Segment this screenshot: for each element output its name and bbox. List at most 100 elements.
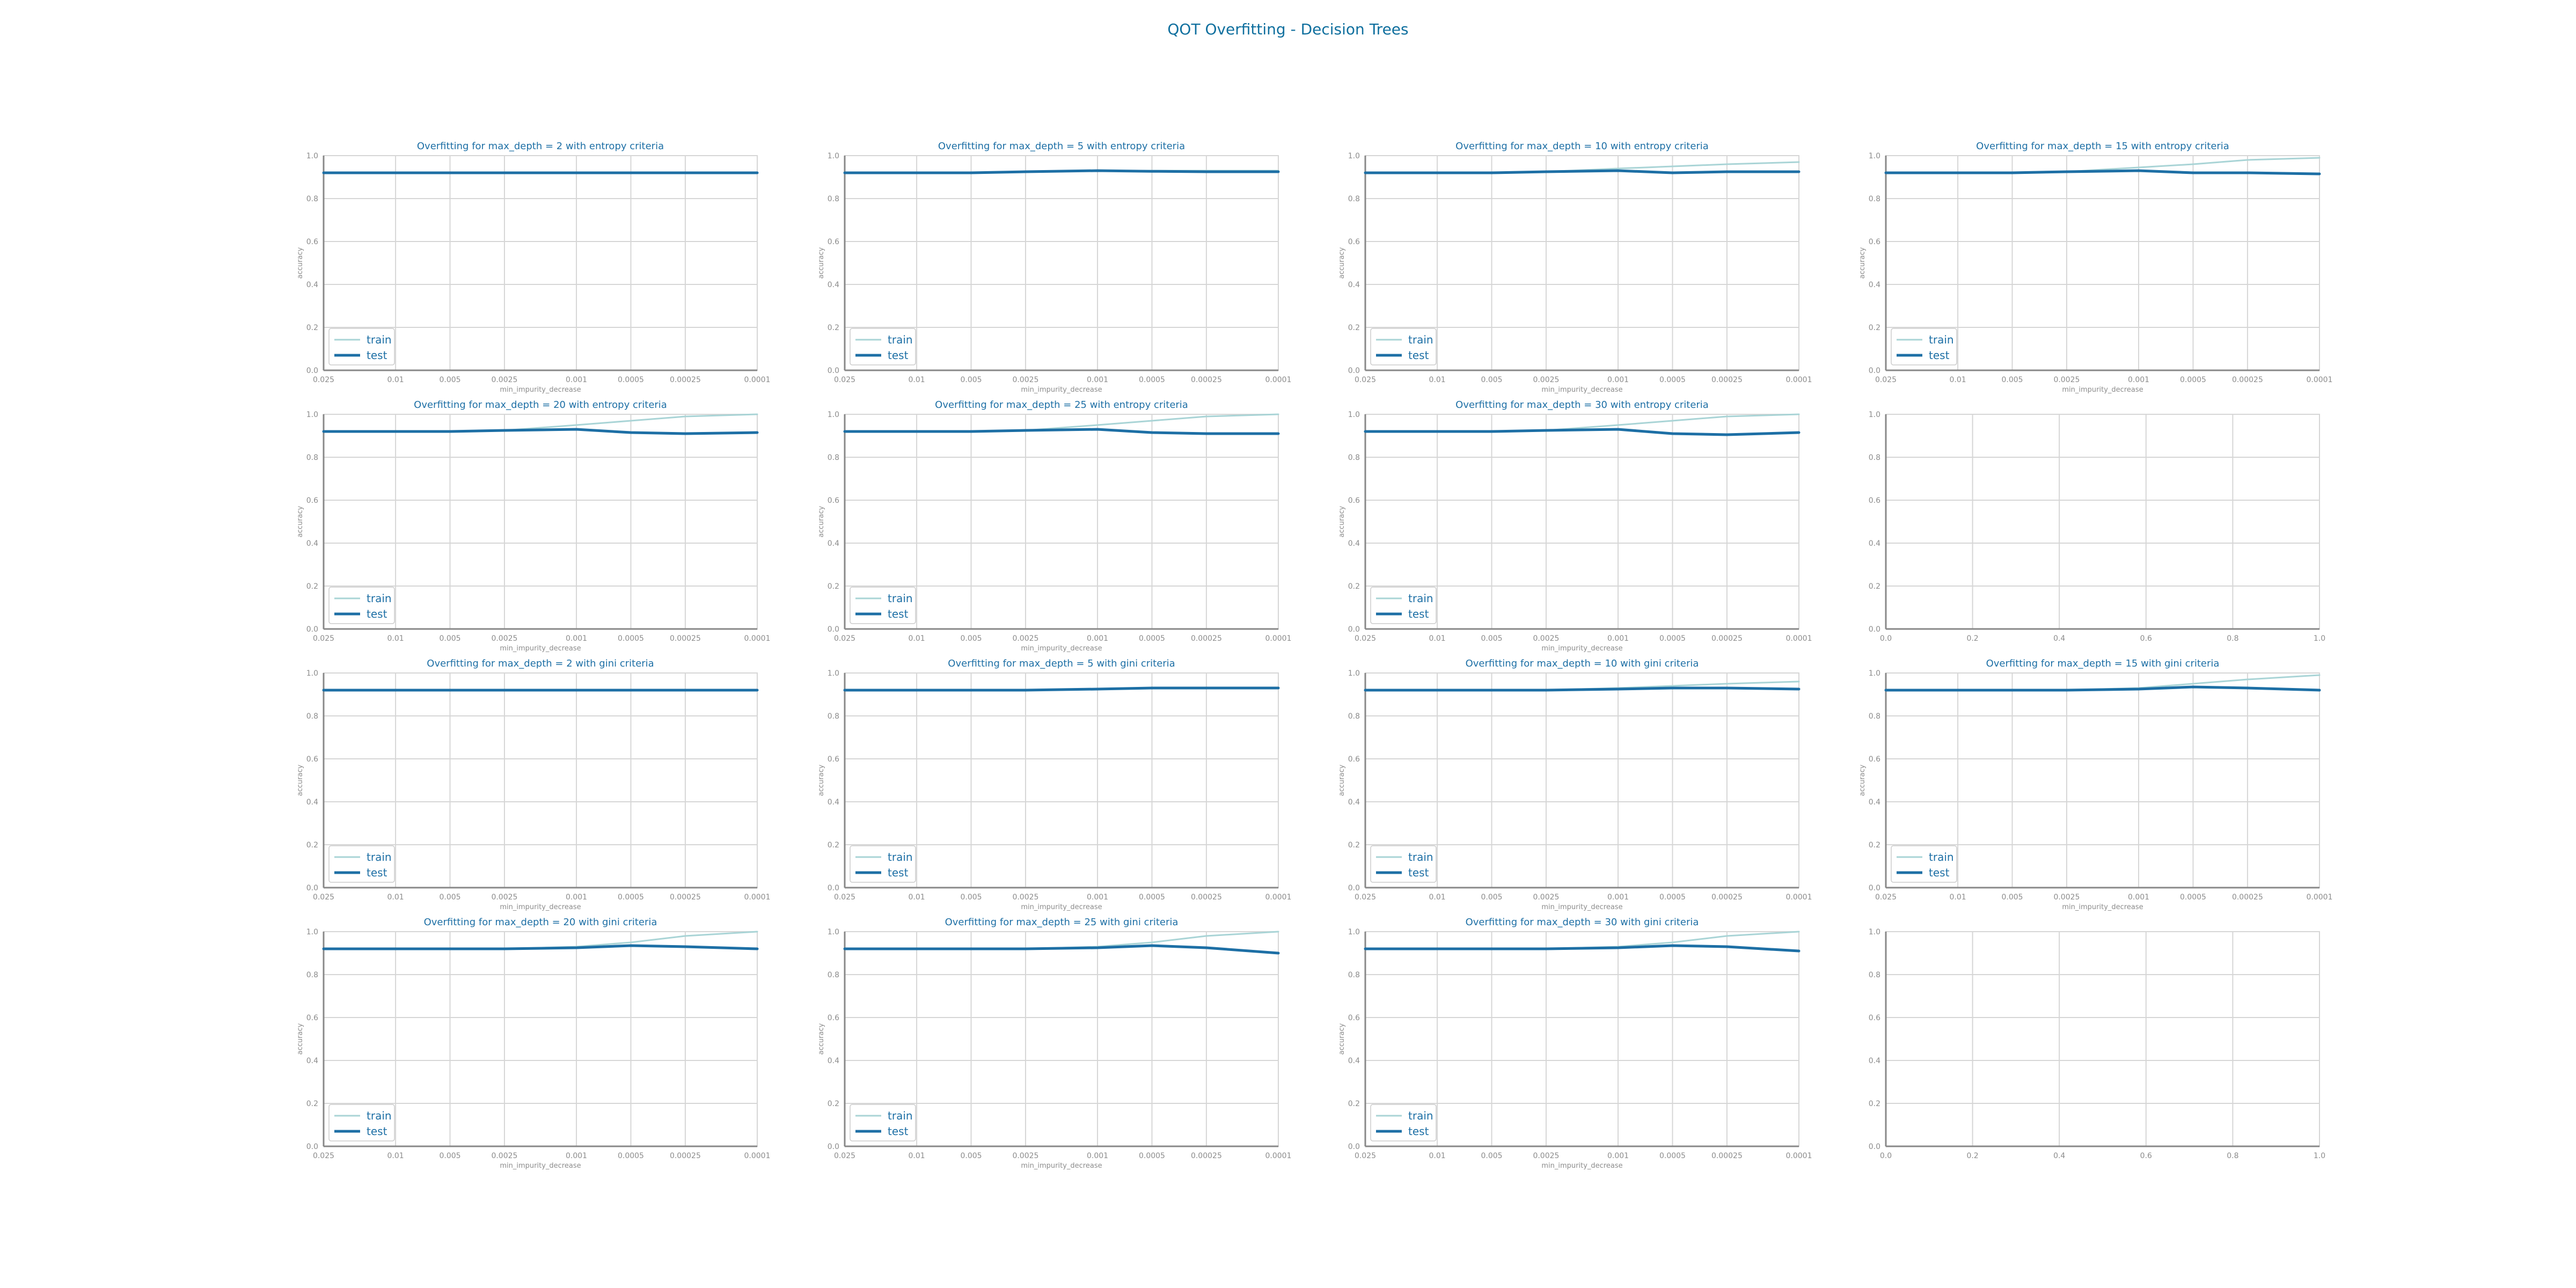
y-tick-label: 0.6 [1348,1014,1360,1022]
series-line-test [1364,428,1801,436]
y-tick-label: 0.8 [306,712,318,721]
x-tick-label: 0.01 [1950,893,1966,902]
x-tick-label: 0.001 [566,1152,587,1160]
y-axis-label: accuracy [296,1023,304,1055]
x-tick-label: 0.0025 [491,1152,517,1160]
y-tick-label: 0.0 [1869,884,1880,892]
y-axis-label: accuracy [817,764,825,796]
x-tick-label: 0.0 [1880,1152,1892,1160]
y-axis-label: accuracy [817,1023,825,1055]
subplot-8: 0.0 0.2 0.4 0.6 0.8 1.0 0.0 0.2 0.4 0.6 0.8 1.0 [1869,411,2325,643]
y-axis-label: accuracy [817,506,825,537]
y-tick-label: 0.8 [828,195,839,203]
x-tick-label: 0.0001 [2307,376,2333,384]
y-tick-label: 0.8 [1869,971,1880,979]
x-tick-label: 0.0025 [1012,376,1038,384]
subplot-title: Overfitting for max_depth = 10 with gini… [1466,658,1699,669]
x-tick-label: 0.0025 [491,634,517,643]
x-tick-label: 0.005 [960,1152,982,1160]
x-axis-label: min_impurity_decrease [500,645,581,653]
y-tick-label: 1.0 [1348,928,1360,936]
y-tick-label: 0.0 [1348,884,1360,892]
y-tick-label: 0.0 [1348,367,1360,375]
subplot-title: Overfitting for max_depth = 25 with gini… [945,917,1179,928]
y-tick-label: 0.6 [306,496,318,505]
y-tick-label: 0.0 [1348,625,1360,634]
y-tick-label: 0.2 [828,1100,839,1108]
x-tick-label: 0.0025 [1533,634,1559,643]
y-tick-label: 0.4 [1348,1057,1360,1065]
legend-label-test: test [1408,1125,1429,1138]
y-tick-label: 0.4 [1869,539,1880,548]
y-tick-label: 1.0 [828,928,839,936]
x-tick-label: 0.0001 [744,1152,771,1160]
x-tick-label: 0.00025 [1191,893,1222,902]
legend-label-test: test [1408,866,1429,879]
series-line-test [843,686,1280,692]
x-tick-label: 0.0005 [1659,893,1686,902]
x-tick-label: 0.001 [1607,376,1629,384]
x-axis-label: min_impurity_decrease [500,903,581,911]
y-tick-label: 1.0 [306,411,318,419]
y-tick-label: 0.2 [306,582,318,591]
legend-label-test: test [1408,608,1429,620]
x-axis-label: min_impurity_decrease [1541,386,1622,394]
legend-label-train: train [1408,851,1433,863]
y-tick-label: 0.0 [828,367,839,375]
x-tick-label: 0.005 [439,376,460,384]
y-tick-label: 0.2 [1869,841,1880,850]
legend-label-train: train [367,592,392,605]
legend-label-train: train [888,592,913,605]
y-tick-label: 0.6 [828,238,839,246]
x-tick-label: 0.0005 [618,893,644,902]
y-tick-label: 1.0 [306,152,318,160]
y-tick-label: 0.8 [306,453,318,462]
series-line-train [844,931,1279,950]
y-tick-label: 1.0 [828,411,839,419]
y-tick-label: 0.4 [828,281,839,289]
x-axis-label: min_impurity_decrease [1021,386,1102,394]
x-axis-label: min_impurity_decrease [2062,903,2143,911]
subplot-title: Overfitting for max_depth = 5 with entro… [938,141,1185,152]
y-tick-label: 0.4 [828,539,839,548]
y-tick-label: 0.8 [828,712,839,721]
x-tick-label: 0.0005 [2180,893,2206,902]
subplot-2: 0.0 0.2 0.4 0.6 0.8 1.0 0.025 0.01 0.005 0.0025 0.… [817,141,1292,394]
y-tick-label: 0.8 [1348,712,1360,721]
x-tick-label: 0.0005 [618,376,644,384]
legend-label-train: train [367,333,392,346]
subplot-title: Overfitting for max_depth = 20 with gini… [424,917,657,928]
x-tick-label: 0.001 [1087,1152,1108,1160]
y-tick-label: 0.6 [1348,755,1360,764]
x-tick-label: 0.0025 [1012,634,1038,643]
x-tick-label: 0.01 [909,634,925,643]
legend-label-test: test [1408,349,1429,362]
x-tick-label: 1.0 [2314,634,2325,643]
y-tick-label: 0.8 [306,971,318,979]
x-tick-label: 0.00025 [1191,1152,1222,1160]
y-tick-label: 0.4 [306,539,318,548]
x-tick-label: 0.01 [1429,893,1446,902]
series-line-test [322,944,759,950]
x-tick-label: 0.00025 [1711,634,1743,643]
y-tick-label: 1.0 [306,928,318,936]
x-tick-label: 0.0025 [1533,376,1559,384]
y-tick-label: 0.0 [828,884,839,892]
x-tick-label: 0.0001 [1265,634,1292,643]
y-tick-label: 0.2 [1348,324,1360,332]
legend-label-test: test [888,608,909,620]
x-tick-label: 0.0025 [2053,376,2080,384]
y-tick-label: 1.0 [828,152,839,160]
x-tick-label: 0.0005 [1139,634,1165,643]
legend-label-train: train [1929,333,1954,346]
y-tick-label: 0.0 [306,1143,318,1151]
legend-label-test: test [1929,349,1950,362]
legend-label-test: test [367,866,387,879]
x-axis-label: min_impurity_decrease [2062,386,2143,394]
x-tick-label: 0.01 [1950,376,1966,384]
x-tick-label: 0.0025 [1012,893,1038,902]
legend-label-test: test [367,349,387,362]
y-tick-label: 1.0 [306,669,318,678]
subplot-1: 0.0 0.2 0.4 0.6 0.8 1.0 0.025 0.01 0.005 0.0025 0.… [296,141,771,394]
legend-label-train: train [888,1109,913,1122]
